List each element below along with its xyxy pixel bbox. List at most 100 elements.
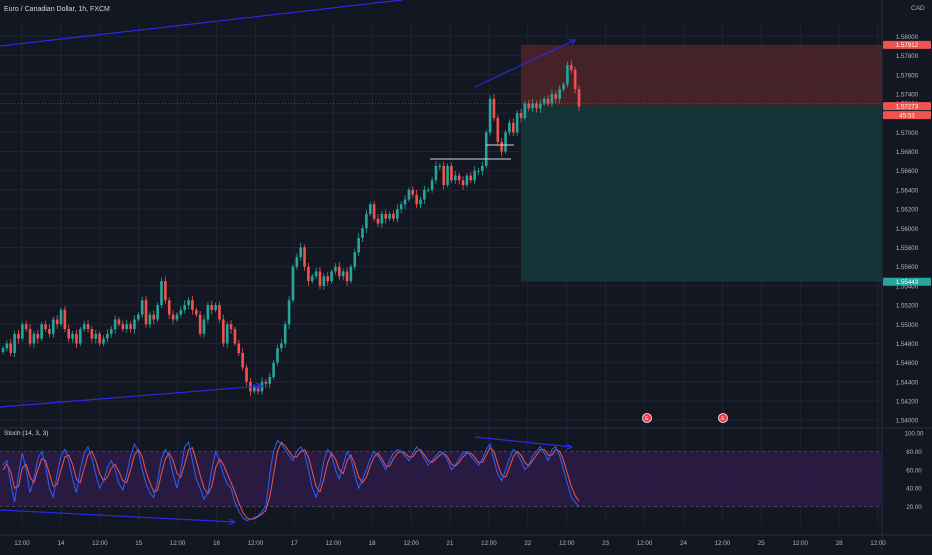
trendline-lower-arrow[interactable] xyxy=(255,382,264,390)
candle-body xyxy=(515,113,519,133)
stoch-axis-label: 60.00 xyxy=(906,467,922,474)
candle-body xyxy=(396,209,399,219)
candle-body xyxy=(98,333,101,344)
candle-body xyxy=(511,122,515,133)
candle-body xyxy=(222,319,225,344)
candle-body xyxy=(423,189,426,200)
time-axis-label: 12:00 xyxy=(92,540,108,547)
candle-body xyxy=(372,204,376,219)
stoch-band xyxy=(0,451,882,507)
time-axis-label: 17 xyxy=(291,540,298,547)
candle-body xyxy=(469,175,473,181)
candle-body xyxy=(573,69,577,90)
candle-body xyxy=(484,132,488,166)
trendline-drawings[interactable] xyxy=(0,0,577,526)
position-zones[interactable] xyxy=(521,44,882,282)
candle-body xyxy=(349,266,353,282)
candle-body xyxy=(21,324,24,339)
price-axis-label: 1.55800 xyxy=(896,245,919,252)
trendline-upper-right-arrow[interactable] xyxy=(569,39,577,46)
candle-body xyxy=(13,333,16,354)
price-axis-label: 1.56400 xyxy=(896,187,919,194)
candle-body xyxy=(539,103,542,109)
stoch-trendline-lower-arrow[interactable] xyxy=(228,518,237,526)
economic-event-icon[interactable] xyxy=(718,413,728,423)
candle-body xyxy=(144,300,148,325)
candle-body xyxy=(577,89,581,107)
candle-body xyxy=(67,329,71,339)
candle-body xyxy=(535,103,538,109)
candle-body xyxy=(446,165,449,186)
candle-body xyxy=(457,175,461,181)
time-axis-label: 12:00 xyxy=(14,540,30,547)
candle-body xyxy=(82,324,86,330)
price-axis-label: 1.57800 xyxy=(896,53,919,60)
take-profit-zone[interactable] xyxy=(521,106,882,282)
candle-body xyxy=(519,113,523,118)
candle-body xyxy=(256,386,260,392)
candle-body xyxy=(191,300,194,310)
candle-body xyxy=(426,189,430,191)
price-axis-label: 1.54000 xyxy=(896,418,919,425)
stoch-trendline-upper-arrow[interactable] xyxy=(565,443,574,451)
candle-body xyxy=(353,252,357,267)
time-axis[interactable]: 12:00 14 12:00 15 12:00 16 12:00 17 12:00 18 12:00… xyxy=(14,540,886,547)
stop-loss-zone[interactable] xyxy=(521,44,882,107)
candle-body xyxy=(341,271,345,277)
candle-body xyxy=(365,213,368,229)
candle-body xyxy=(125,324,129,330)
candle-body xyxy=(121,324,125,330)
candle-body xyxy=(194,309,198,315)
candle-body xyxy=(473,170,476,181)
time-axis-label: 12:00 xyxy=(870,540,886,547)
candle-body xyxy=(90,329,94,339)
candle-body xyxy=(326,276,330,282)
candle-body xyxy=(1,348,5,353)
candle-body xyxy=(419,199,422,205)
candle-body xyxy=(291,266,295,301)
trendline-upper-left[interactable] xyxy=(0,0,403,47)
economic-event-icon[interactable] xyxy=(642,413,652,423)
stoch-axis-label: 100.00 xyxy=(905,431,924,438)
price-axis-label: 1.54400 xyxy=(896,379,919,386)
price-axis[interactable]: 1.580001.578001.576001.574001.572001.570… xyxy=(896,34,924,511)
trendline-upper-right[interactable] xyxy=(474,39,576,88)
candle-body xyxy=(183,305,186,310)
candle-body xyxy=(411,189,415,195)
economic-event-label: E xyxy=(721,416,725,422)
stochastic-pane xyxy=(0,439,882,521)
candle-body xyxy=(496,117,500,142)
candle-body xyxy=(542,98,546,104)
candle-body xyxy=(504,132,507,152)
time-axis-label: 12:00 xyxy=(559,540,575,547)
stoch-trendline-lower[interactable] xyxy=(0,509,236,523)
trendline-lower[interactable] xyxy=(0,385,263,408)
time-axis-label: 15 xyxy=(135,540,142,547)
stoch-d-line xyxy=(2,441,580,521)
candle-body xyxy=(152,314,156,320)
candle-body xyxy=(102,338,105,344)
time-axis-label: 12:00 xyxy=(326,540,342,547)
countdown-badge-bg xyxy=(883,111,931,120)
candle-body xyxy=(558,89,561,99)
candle-body xyxy=(5,343,9,349)
candle-body xyxy=(380,213,384,224)
candle-body xyxy=(171,314,175,320)
price-axis-label: 1.56000 xyxy=(896,226,919,233)
target-price-badge: 1.55443 xyxy=(896,279,919,286)
time-axis-label: 16 xyxy=(213,540,220,547)
candle-body xyxy=(492,98,496,118)
candle-body xyxy=(314,271,318,277)
candle-body xyxy=(156,305,159,320)
stoch-axis-label: 40.00 xyxy=(906,486,922,493)
time-axis-label: 28 xyxy=(836,540,843,547)
stoch-trendline-upper[interactable] xyxy=(474,436,573,448)
candle-body xyxy=(376,218,380,224)
candle-body xyxy=(531,103,534,109)
candle-body xyxy=(106,333,109,339)
economic-event-label: E xyxy=(645,416,649,422)
